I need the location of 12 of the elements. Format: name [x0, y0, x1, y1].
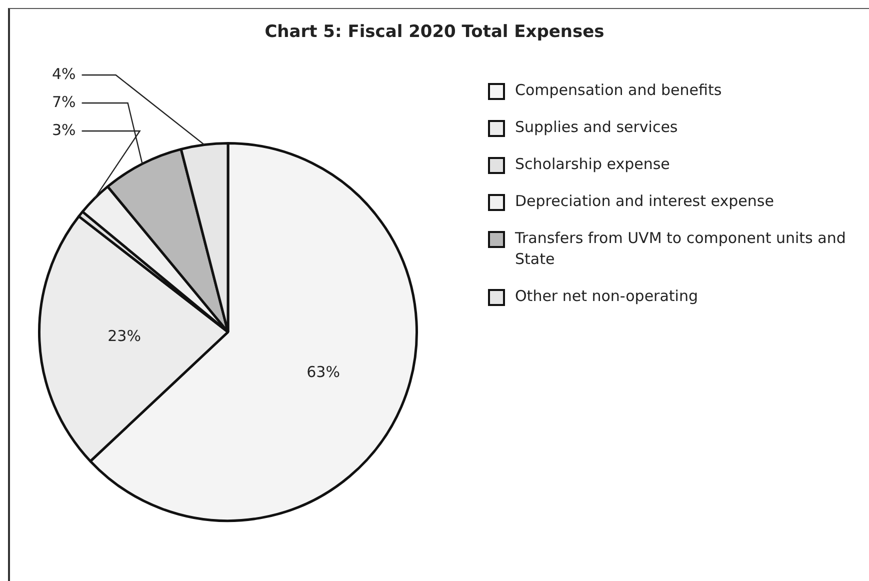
- legend-label: Compensation and benefits: [515, 80, 722, 101]
- data-label: 63%: [306, 363, 340, 382]
- legend-label: Supplies and services: [515, 117, 678, 138]
- legend-label: Other net non-operating: [515, 286, 698, 307]
- legend-label: Scholarship expense: [515, 154, 670, 175]
- data-label: 3%: [52, 120, 76, 139]
- legend-label: Transfers from UVM to component units and State: [515, 228, 847, 270]
- data-label: 4%: [52, 64, 76, 83]
- legend-label: Depreciation and interest expense: [515, 191, 774, 212]
- data-label: 23%: [108, 326, 141, 345]
- data-label: 7%: [52, 92, 76, 111]
- chart-title: Chart 5: Fiscal 2020 Total Expenses: [264, 22, 606, 42]
